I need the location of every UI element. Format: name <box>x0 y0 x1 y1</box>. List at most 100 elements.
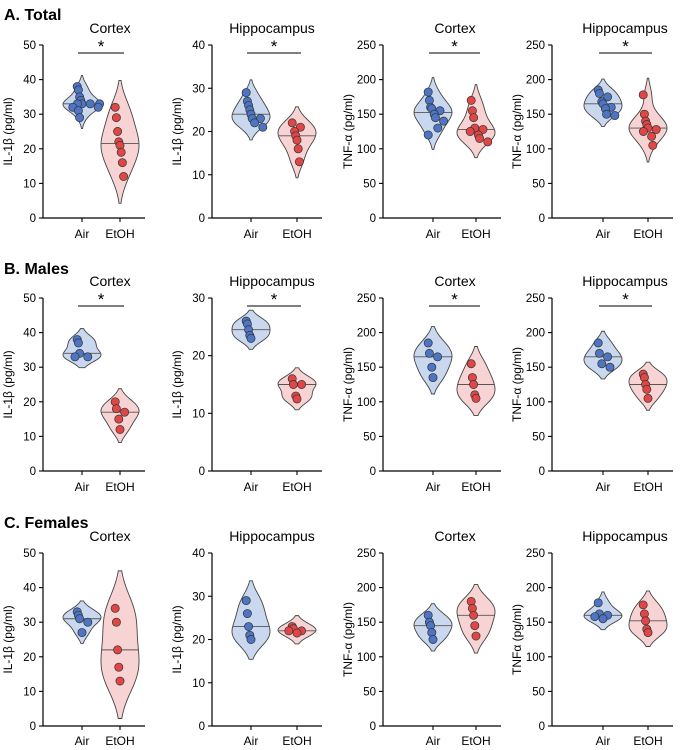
y-tick-label: 0 <box>539 213 545 225</box>
panel-2-4: Hippocampus050100150200250TNF-α (pg/ml)A… <box>510 273 673 494</box>
data-point-etoh <box>116 677 124 685</box>
section-title: B. Males <box>4 261 69 278</box>
panel-3-4: Hippocampus 0 50 100 150 200 250 TNFα (pg/ml) Ai… <box>510 528 673 748</box>
significance-star: * <box>451 290 458 309</box>
panel-title: Cortex <box>434 20 475 36</box>
data-point-etoh <box>639 91 647 99</box>
panel-3-2: Hippocampus 0 10 20 30 40 IL-1β (pg/ml) Air EtOH <box>170 528 322 748</box>
data-point-air <box>594 339 602 347</box>
panel-1-1: Cortex 0 10 20 30 40 50 IL-1β (pg/ml) Air EtOH * <box>1 20 145 241</box>
x-category-label: Air <box>244 227 259 241</box>
panel-title: Hippocampus <box>229 528 315 544</box>
y-tick-label: 150 <box>357 362 376 374</box>
x-category-label: EtOH <box>461 734 490 748</box>
data-point-air <box>245 622 253 630</box>
x-category-label: Air <box>244 734 259 748</box>
y-tick-label: 20 <box>23 144 36 156</box>
x-category-label: Air <box>596 480 611 494</box>
panel-title: Hippocampus <box>582 273 668 289</box>
figure-canvas: A. TotalCortex01020304050IL-1β (pg/ml)Ai… <box>0 0 685 750</box>
data-point-air <box>440 117 448 125</box>
y-tick-label: 150 <box>526 362 545 374</box>
x-category-label: EtOH <box>105 227 134 241</box>
data-point-etoh <box>472 632 480 640</box>
y-tick-label: 40 <box>192 40 205 52</box>
data-point-air <box>259 123 267 131</box>
y-tick-label: 50 <box>532 686 545 698</box>
data-point-air <box>424 88 432 96</box>
y-tick-label: 0 <box>30 721 36 733</box>
y-tick-label: 10 <box>192 678 205 690</box>
significance-star: * <box>271 290 278 309</box>
data-point-air <box>424 339 432 347</box>
x-category-label: EtOH <box>105 480 134 494</box>
data-point-etoh <box>471 622 479 630</box>
data-point-air <box>84 353 92 361</box>
y-tick-label: 30 <box>192 293 205 305</box>
data-point-air <box>611 111 619 119</box>
data-point-etoh <box>298 380 306 388</box>
data-point-etoh <box>476 134 484 142</box>
y-tick-label: 0 <box>30 466 36 478</box>
y-tick-label: 10 <box>192 170 205 182</box>
violin-etoh <box>101 571 139 719</box>
panel-title: Cortex <box>89 528 130 544</box>
y-tick-label: 150 <box>526 617 545 629</box>
y-tick-label: 30 <box>23 109 36 121</box>
y-axis-label: TNF-α (pg/ml) <box>341 602 355 677</box>
data-point-etoh <box>289 380 297 388</box>
y-tick-label: 0 <box>30 213 36 225</box>
data-point-air <box>78 628 86 636</box>
panel-title: Cortex <box>89 273 130 289</box>
significance-star: * <box>98 290 105 309</box>
data-point-air <box>431 114 439 122</box>
y-tick-label: 250 <box>526 293 545 305</box>
significance-star: * <box>98 37 105 56</box>
data-point-air <box>242 596 250 604</box>
y-tick-label: 50 <box>23 293 36 305</box>
data-point-etoh <box>116 425 124 433</box>
y-tick-label: 100 <box>526 397 545 409</box>
violin-etoh <box>278 368 316 410</box>
section-1: A. Total Cortex 0 10 20 30 40 50 IL-1β (pg/ml) Ai… <box>1 7 673 241</box>
x-category-label: EtOH <box>461 227 490 241</box>
y-tick-label: 50 <box>23 548 36 560</box>
y-axis-label: TNFα (pg/ml) <box>510 604 524 675</box>
y-tick-label: 30 <box>23 362 36 374</box>
data-point-etoh <box>293 629 301 637</box>
y-tick-label: 200 <box>526 75 545 87</box>
y-tick-label: 50 <box>532 178 545 190</box>
data-point-etoh <box>115 415 123 423</box>
panel-title: Hippocampus <box>582 20 668 36</box>
y-tick-label: 100 <box>357 652 376 664</box>
data-point-air <box>425 349 433 357</box>
data-point-etoh <box>484 138 492 146</box>
data-point-air <box>71 353 79 361</box>
x-category-label: EtOH <box>461 480 490 494</box>
y-tick-label: 40 <box>192 548 205 560</box>
panel-2-2: Hippocampus0102030IL-1β (pg/ml)Air EtOH* <box>170 273 322 494</box>
x-category-label: EtOH <box>633 734 662 748</box>
y-tick-label: 50 <box>532 431 545 443</box>
data-point-air <box>429 373 437 381</box>
x-category-label: EtOH <box>105 734 134 748</box>
data-point-air <box>606 363 614 371</box>
y-tick-label: 150 <box>526 109 545 121</box>
data-point-etoh <box>293 136 301 144</box>
data-point-etoh <box>117 148 125 156</box>
y-tick-label: 100 <box>526 652 545 664</box>
data-point-etoh <box>112 405 120 413</box>
section-2: B. MalesCortex01020304050IL-1β (pg/ml)Ai… <box>1 261 673 494</box>
y-tick-label: 50 <box>363 686 376 698</box>
panel-1-4: Hippocampus 0 50 100 150 200 250 TNF-α (pg/ml) A… <box>510 20 673 241</box>
data-point-air <box>428 363 436 371</box>
x-category-label: Air <box>75 480 90 494</box>
data-point-etoh <box>470 380 478 388</box>
data-point-etoh <box>644 628 652 636</box>
y-tick-label: 30 <box>192 83 205 95</box>
panel-title: Cortex <box>89 20 130 36</box>
x-category-label: Air <box>75 734 90 748</box>
y-tick-label: 50 <box>23 40 36 52</box>
data-point-air <box>603 110 611 118</box>
data-point-etoh <box>115 663 123 671</box>
